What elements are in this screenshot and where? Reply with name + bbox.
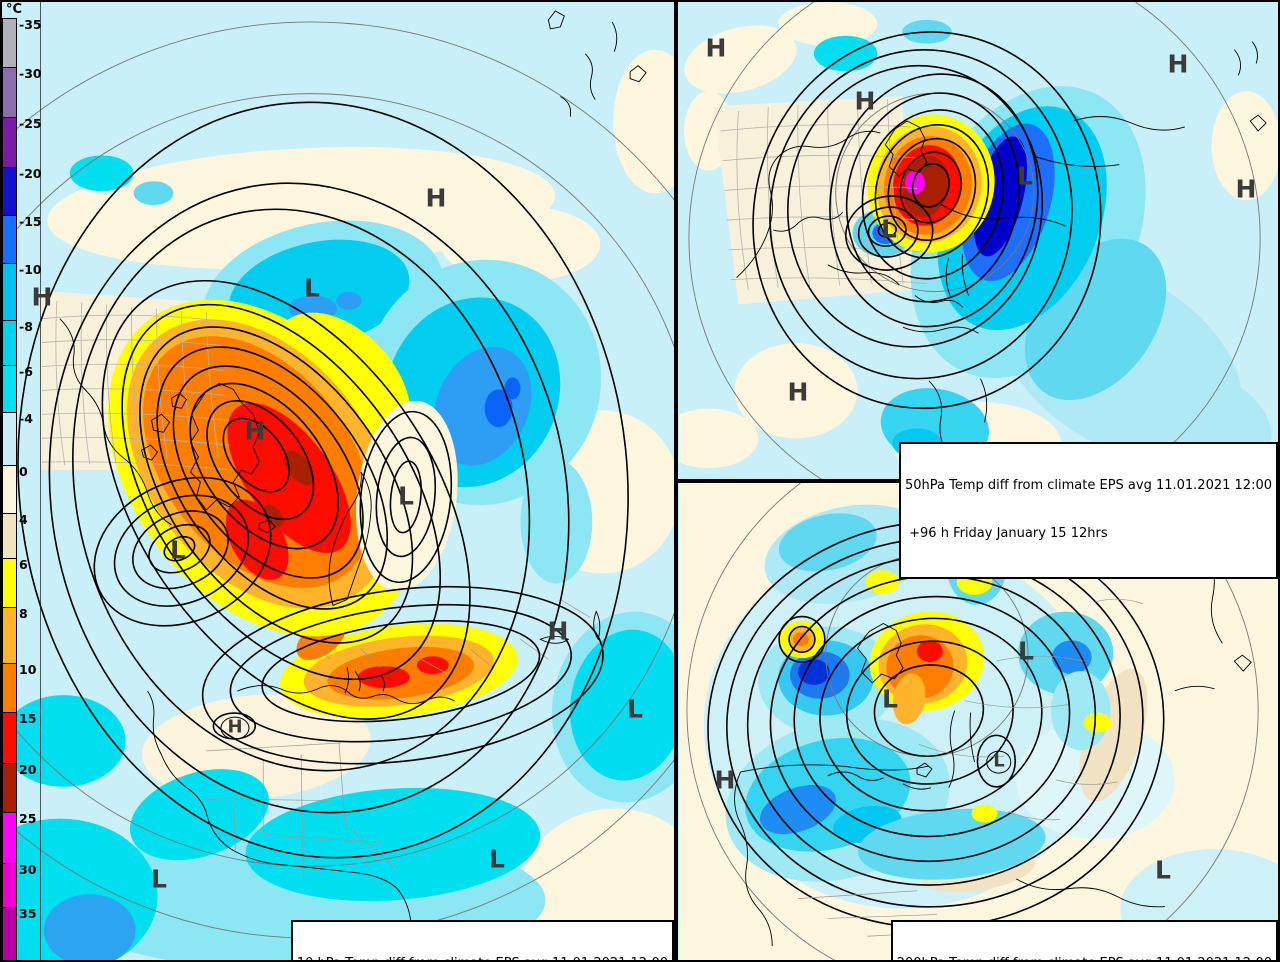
map-frame-line — [40, 2, 41, 960]
scale-tick-label: 0 — [19, 464, 28, 479]
scale-segment — [2, 215, 17, 264]
scale-tick-label: -10 — [19, 262, 42, 277]
scale-unit-label: °C — [6, 2, 23, 17]
country-borders — [206, 599, 591, 879]
scale-tick-label: 15 — [19, 711, 37, 726]
scale-segment — [2, 365, 17, 413]
scale-tick-label: -35 — [19, 17, 42, 32]
scale-tick-label: -15 — [19, 214, 42, 229]
caption-line1: 50hPa Temp diff from climate EPS avg 11.… — [905, 478, 1272, 493]
scale-segment — [2, 263, 17, 321]
caption-line1: 200hPa Temp diff from climate EPS avg 11… — [897, 956, 1272, 960]
scale-segment — [2, 663, 17, 713]
scale-segment — [2, 907, 17, 960]
scale-segment — [2, 167, 17, 216]
panel-divider-vertical — [674, 2, 678, 960]
caption-50hpa: 50hPa Temp diff from climate EPS avg 11.… — [899, 442, 1278, 579]
scale-segment — [2, 607, 17, 664]
scale-tick-label: -8 — [19, 319, 33, 334]
scale-segment — [2, 18, 17, 68]
scale-segment — [2, 763, 17, 813]
scale-tick-label: 10 — [19, 662, 37, 677]
scale-segment — [2, 67, 17, 118]
scale-segment — [2, 117, 17, 168]
temperature-scale: °C -35 -30 -25 -20 -15 -10 -8 -6 -4 0 4 6 8 10 15 20 25 3… — [2, 2, 48, 960]
scale-segment — [2, 465, 17, 514]
scale-tick-label: 20 — [19, 762, 37, 777]
scale-tick-label: -25 — [19, 116, 42, 131]
contour-lines — [752, 31, 1102, 410]
scale-tick-label: 35 — [19, 906, 37, 921]
scale-tick-label: -30 — [19, 66, 42, 81]
caption-line1: 10 hPa Temp diff from climate EPS avg 11… — [297, 956, 668, 960]
scale-segment — [2, 320, 17, 366]
scale-tick-label: 8 — [19, 606, 28, 621]
scale-tick-label: -20 — [19, 166, 42, 181]
grid-north-america — [41, 300, 232, 471]
scale-segment — [2, 812, 17, 864]
map-50hpa — [679, 2, 1278, 480]
scale-tick-label: 4 — [19, 512, 28, 527]
scale-tick-label: 6 — [19, 557, 28, 572]
scale-tick-label: -4 — [19, 411, 33, 426]
map-10hpa — [2, 2, 676, 960]
scale-tick-label: 30 — [19, 862, 37, 877]
scale-tick-label: -6 — [19, 364, 33, 379]
scale-segment — [2, 558, 17, 608]
scale-tick-label: 25 — [19, 811, 37, 826]
scale-segment — [2, 712, 17, 764]
caption-200hpa: 200hPa Temp diff from climate EPS avg 11… — [890, 920, 1278, 960]
scale-segment — [2, 863, 17, 908]
scale-segment — [2, 513, 17, 559]
contour-lines — [17, 101, 629, 859]
caption-10hpa: 10 hPa Temp diff from climate EPS avg 11… — [290, 920, 674, 960]
caption-line2: +96 h Friday January 15 12hrs — [905, 526, 1108, 541]
coastlines — [59, 10, 647, 957]
scale-segment — [2, 412, 17, 466]
